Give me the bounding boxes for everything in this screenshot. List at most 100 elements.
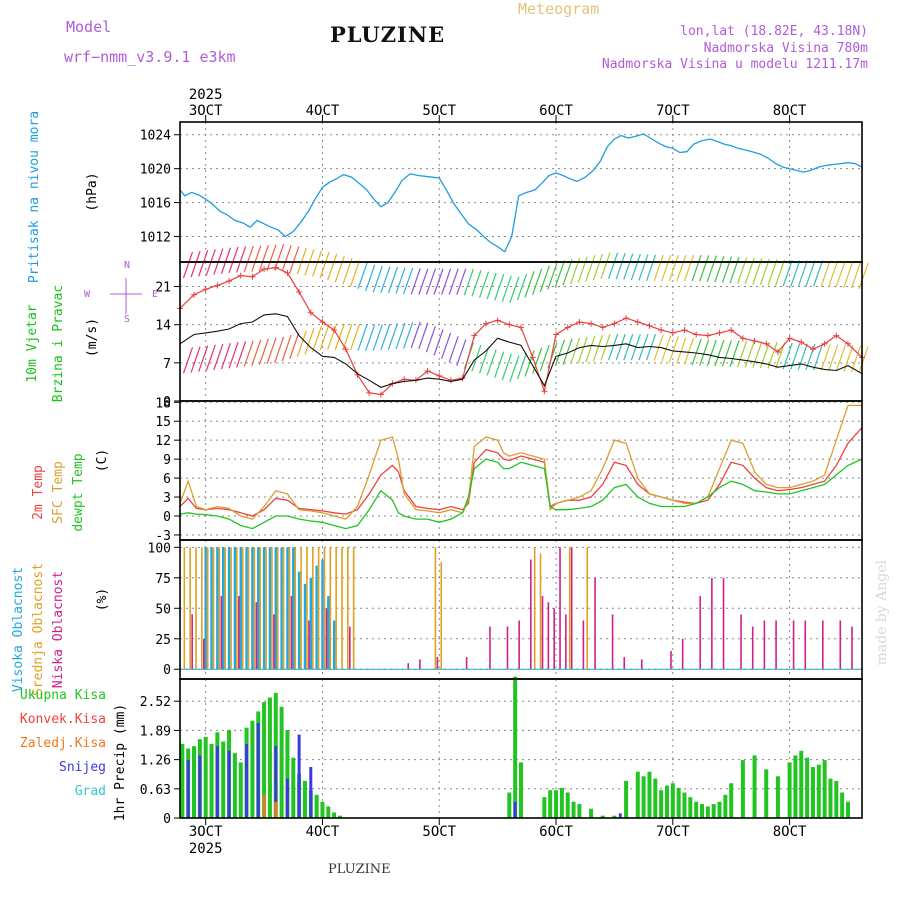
precip-bar-ukupna-kisa [262,702,267,818]
wind-barb [281,245,292,272]
compass-west: W [84,289,91,300]
precip-bar-ukupna-kisa [320,801,325,818]
wind-barb [767,259,778,286]
wind-barb [509,276,520,303]
precip-bar-ukupna-kisa [764,769,769,818]
precip-bar-snijeg [309,767,313,818]
wind-barb [213,343,224,371]
precip-bar-ukupna-kisa [314,794,319,818]
wind-gust-marker [774,348,781,355]
wind-gust-marker [518,324,524,331]
model-name: wrf−nmm_v3.9.1 e3km [64,48,236,66]
elevation-label: Nadmorska Visina 780m [703,41,868,56]
wind-gust-marker [844,340,851,347]
wind-gust-marker [611,320,618,327]
wind-barb [478,347,490,374]
wind-barb [562,338,573,365]
wind-barb [304,328,315,355]
precip-bar-ukupna-kisa [775,776,780,818]
wind-barb [615,333,626,361]
wind-barb [843,261,854,288]
precip-bar-ukupna-kisa [232,753,237,818]
wind-barb [486,349,497,376]
watermark: made by Angel [874,559,890,665]
wind-barb [600,334,611,361]
wind-barb [342,323,353,351]
wind-barb [759,258,770,286]
precip-bar-ukupna-kisa [519,762,523,818]
wind-gust-marker [319,318,326,325]
y-tick-label: 6 [163,472,171,487]
wind-gust-marker [214,282,221,289]
wind-barb [608,252,619,279]
wind-gust-marker [763,340,770,347]
wind-barb [820,260,831,287]
y-tick-label: 18 [155,396,171,411]
y-tick-label: 14 [155,319,171,334]
wind-barb [532,268,543,295]
wind-gust-marker [541,388,548,395]
cloud-unit-label: (%) [95,588,110,611]
precip-bar-ukupna-kisa [828,778,833,818]
wind-barb [585,335,596,363]
wind-barb [691,254,702,282]
precip-bar-ukupna-kisa [834,780,839,818]
wind-gust-marker [786,335,793,342]
wind-barb [577,256,588,283]
wind-barb [699,255,710,282]
wind-barb [365,264,376,292]
series-line-mslp [179,133,863,253]
wind-gust-marker [716,329,723,336]
wind-barb [554,339,566,366]
wind-gust-marker [307,309,314,316]
precip-bar-ukupna-kisa [291,757,296,818]
x-tick-label-bottom: 6OCT [539,824,573,840]
wind-barb [630,253,641,281]
precip-bar-snijeg [215,746,219,818]
compass-north: N [124,260,130,271]
y-tick-label: 1.89 [140,724,171,739]
wind-barb [387,266,399,294]
y-tick-label: 9 [163,453,171,468]
wind-barb [858,346,869,373]
wind-gust-marker [599,324,606,331]
wind-gust-marker [693,331,700,338]
wind-barb [608,333,619,361]
wind-gust-marker [436,372,443,379]
wind-barb [782,342,793,370]
wind-barb [372,324,383,351]
x-year-label-bottom: 2025 [189,841,223,857]
x-tick-label-bottom: 7OCT [656,824,690,840]
wind-barb [357,262,368,289]
wind-gust-marker [798,339,805,346]
precip-bar-ukupna-kisa [816,764,821,818]
y-tick-label: 100 [148,541,171,556]
precip-bar-ukupna-kisa [647,771,652,818]
pressure-unit-label: (hPa) [85,172,100,211]
wind-barb [220,247,232,274]
wind-barb [714,340,725,367]
y-tick-label: 0 [163,395,171,410]
wind-barb [456,268,467,295]
wind-gust-marker [261,266,268,273]
y-tick-label: -3 [155,529,171,544]
precip-bar-snijeg [297,734,301,818]
wind-barb [410,321,421,349]
wind-barb [509,355,520,382]
wind-barb [198,250,209,277]
precip-bar-ukupna-kisa [624,780,629,818]
wind-barb [547,263,558,290]
precip-bar-ukupna-kisa [810,767,815,818]
wind-barb [190,250,201,278]
wind-barb [433,268,444,295]
wind-barb [251,245,262,272]
wind-gust-marker [833,332,840,339]
wind-barb [387,323,399,350]
wind-barb [638,254,649,281]
wind-barb [706,255,717,282]
x-tick-label-top: 7OCT [656,103,690,119]
wind-gust-marker [226,278,233,285]
wind-barb [691,338,702,366]
precip-bar-zaledj-kisa [274,801,278,818]
pressure-axis-label: Pritisak na nivou mora [27,111,42,283]
